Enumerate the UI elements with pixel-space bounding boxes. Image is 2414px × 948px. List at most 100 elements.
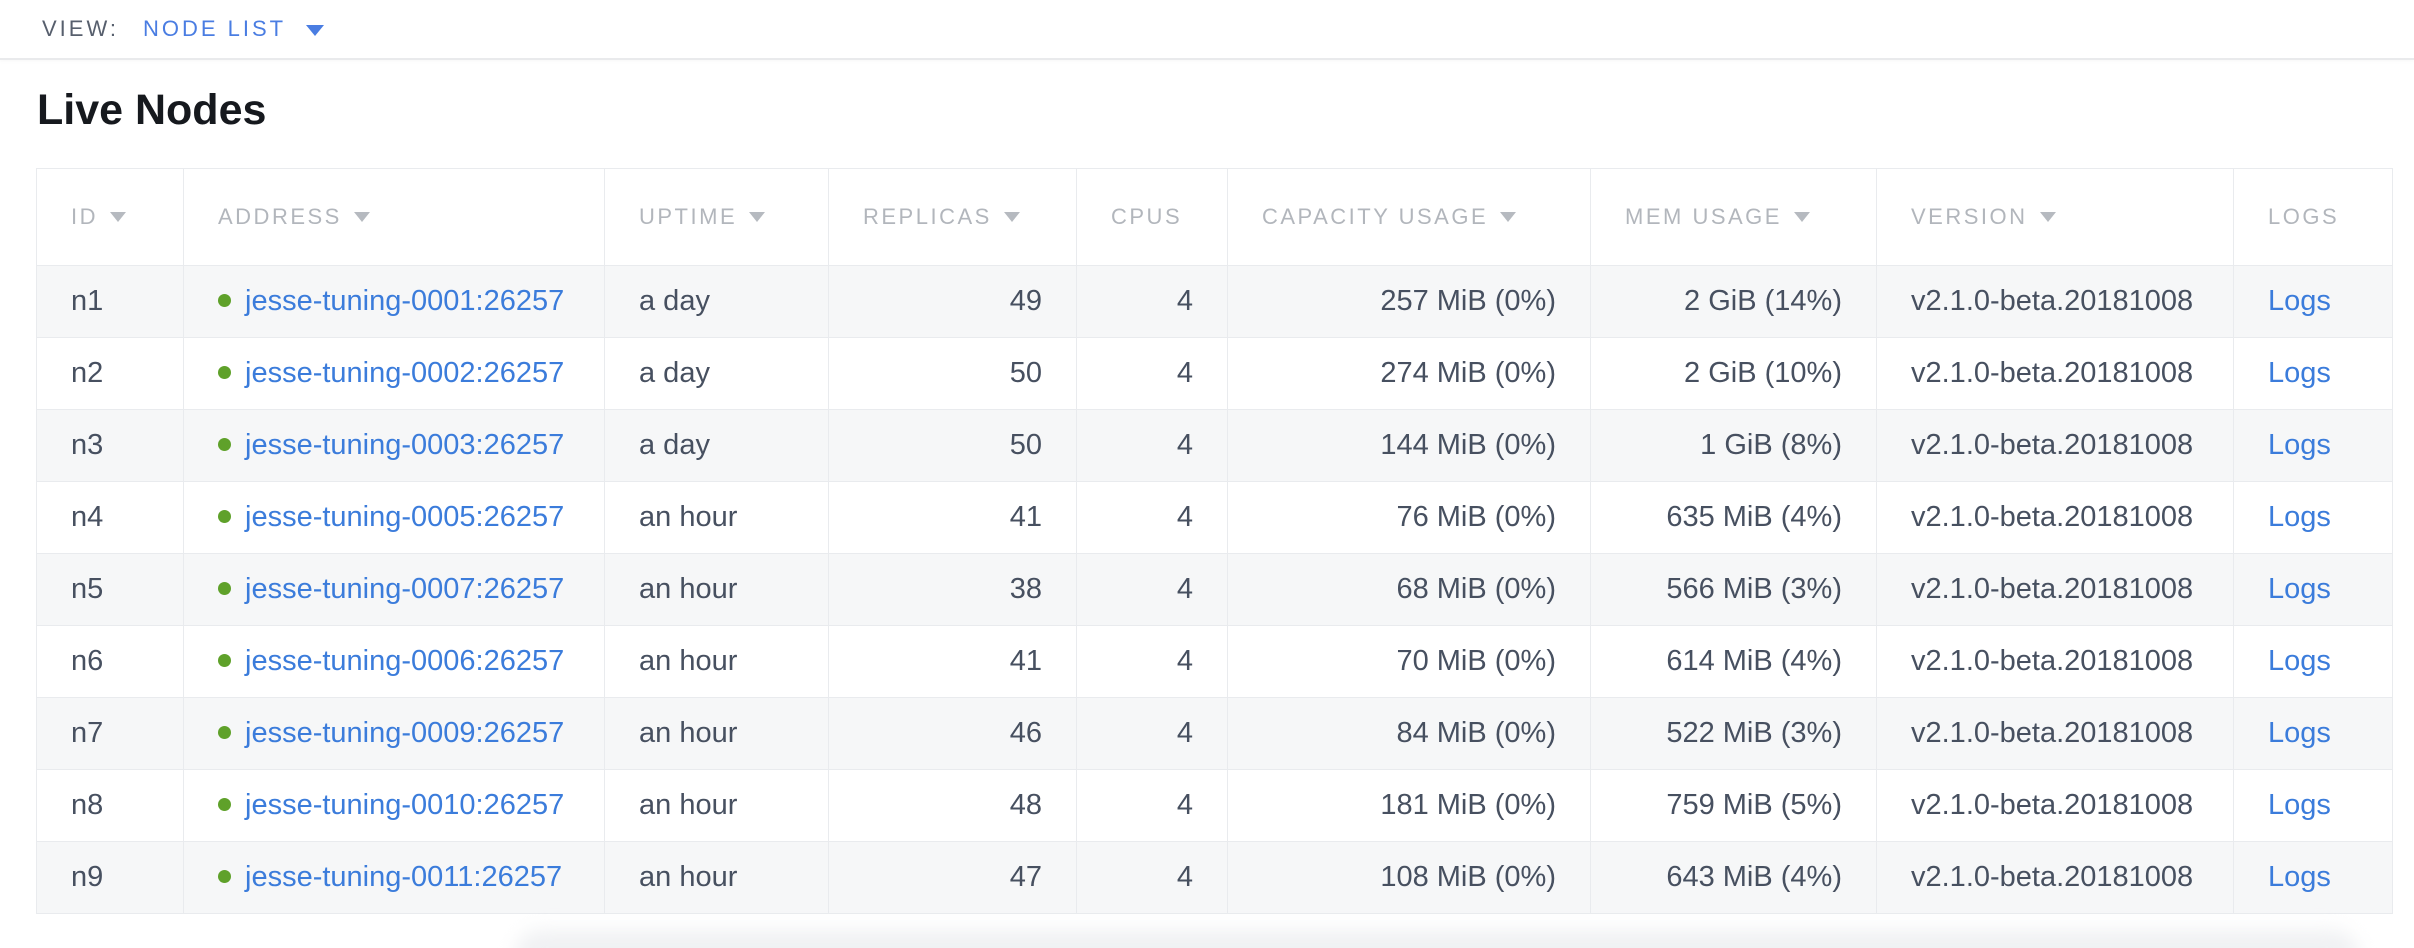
cell-uptime: an hour xyxy=(604,481,829,554)
node-health-icon xyxy=(218,726,231,739)
cell-logs: Logs xyxy=(2233,769,2393,842)
cell-replicas: 50 xyxy=(828,409,1077,482)
node-address-link[interactable]: jesse-tuning-0002:26257 xyxy=(245,357,565,389)
column-header-cpus: CPUS xyxy=(1076,168,1228,266)
cell-address: jesse-tuning-0007:26257 xyxy=(183,553,605,626)
cell-logs: Logs xyxy=(2233,625,2393,698)
node-row: n5 jesse-tuning-0007:26257 an hour 38 4 68 Mi… xyxy=(36,553,2393,626)
node-logs-link[interactable]: Logs xyxy=(2268,789,2331,821)
node-logs-link[interactable]: Logs xyxy=(2268,501,2331,533)
node-logs-link[interactable]: Logs xyxy=(2268,429,2331,461)
node-address-link[interactable]: jesse-tuning-0006:26257 xyxy=(245,645,565,677)
column-header-mem_usage[interactable]: MEM USAGE xyxy=(1590,168,1877,266)
column-header-label: VERSION xyxy=(1911,204,2028,229)
view-selector[interactable]: NODE LIST xyxy=(143,16,325,42)
sort-desc-icon xyxy=(1003,212,1020,222)
cell-version: v2.1.0-beta.20181008 xyxy=(1876,625,2234,698)
cell-mem_usage: 522 MiB (3%) xyxy=(1590,697,1877,770)
node-row: n1 jesse-tuning-0001:26257 a day 49 4 257 MiB… xyxy=(36,265,2393,338)
cell-mem_usage: 566 MiB (3%) xyxy=(1590,553,1877,626)
cell-mem_usage: 1 GiB (8%) xyxy=(1590,409,1877,482)
column-header-address[interactable]: ADDRESS xyxy=(183,168,605,266)
cell-address: jesse-tuning-0003:26257 xyxy=(183,409,605,482)
node-address-link[interactable]: jesse-tuning-0005:26257 xyxy=(245,501,565,533)
column-header-id[interactable]: ID xyxy=(36,168,184,266)
cell-replicas: 49 xyxy=(828,265,1077,338)
cell-mem_usage: 2 GiB (10%) xyxy=(1590,337,1877,410)
cell-address: jesse-tuning-0006:26257 xyxy=(183,625,605,698)
cell-replicas: 41 xyxy=(828,481,1077,554)
column-header-capacity_usage[interactable]: CAPACITY USAGE xyxy=(1227,168,1591,266)
cell-id: n3 xyxy=(36,409,184,482)
column-header-label: REPLICAS xyxy=(863,204,992,229)
cell-cpus: 4 xyxy=(1076,265,1228,338)
sort-desc-icon xyxy=(749,212,766,222)
node-address-link[interactable]: jesse-tuning-0010:26257 xyxy=(245,789,565,821)
node-row: n6 jesse-tuning-0006:26257 an hour 41 4 70 Mi… xyxy=(36,625,2393,698)
cell-address: jesse-tuning-0009:26257 xyxy=(183,697,605,770)
cell-logs: Logs xyxy=(2233,265,2393,338)
node-logs-link[interactable]: Logs xyxy=(2268,357,2331,389)
cell-address: jesse-tuning-0001:26257 xyxy=(183,265,605,338)
cell-uptime: a day xyxy=(604,337,829,410)
view-bar: VIEW: NODE LIST xyxy=(0,0,2414,60)
cell-cpus: 4 xyxy=(1076,769,1228,842)
cell-replicas: 47 xyxy=(828,841,1077,914)
cell-mem_usage: 635 MiB (4%) xyxy=(1590,481,1877,554)
cell-replicas: 41 xyxy=(828,625,1077,698)
cell-cpus: 4 xyxy=(1076,841,1228,914)
cell-address: jesse-tuning-0011:26257 xyxy=(183,841,605,914)
cell-cpus: 4 xyxy=(1076,481,1228,554)
node-address-link[interactable]: jesse-tuning-0011:26257 xyxy=(245,861,563,893)
cell-replicas: 46 xyxy=(828,697,1077,770)
column-header-replicas[interactable]: REPLICAS xyxy=(828,168,1077,266)
node-address-link[interactable]: jesse-tuning-0007:26257 xyxy=(245,573,565,605)
column-header-logs: LOGS xyxy=(2233,168,2393,266)
cell-cpus: 4 xyxy=(1076,697,1228,770)
cell-replicas: 48 xyxy=(828,769,1077,842)
cell-version: v2.1.0-beta.20181008 xyxy=(1876,265,2234,338)
cell-address: jesse-tuning-0002:26257 xyxy=(183,337,605,410)
column-header-uptime[interactable]: UPTIME xyxy=(604,168,829,266)
column-header-label: CPUS xyxy=(1111,204,1183,229)
cell-id: n1 xyxy=(36,265,184,338)
column-header-label: LOGS xyxy=(2268,204,2340,229)
table-header-row: ID ADDRESS UPTIME REPLICAS CPUS CAPACITY USAG… xyxy=(36,168,2393,266)
node-row: n8 jesse-tuning-0010:26257 an hour 48 4 181 M… xyxy=(36,769,2393,842)
cell-id: n2 xyxy=(36,337,184,410)
node-address-link[interactable]: jesse-tuning-0009:26257 xyxy=(245,717,565,749)
node-health-icon xyxy=(218,510,231,523)
node-row: n3 jesse-tuning-0003:26257 a day 50 4 144 MiB… xyxy=(36,409,2393,482)
cell-mem_usage: 614 MiB (4%) xyxy=(1590,625,1877,698)
column-header-version[interactable]: VERSION xyxy=(1876,168,2234,266)
cell-id: n9 xyxy=(36,841,184,914)
node-logs-link[interactable]: Logs xyxy=(2268,645,2331,677)
cell-capacity_usage: 274 MiB (0%) xyxy=(1227,337,1591,410)
cell-cpus: 4 xyxy=(1076,337,1228,410)
cell-uptime: an hour xyxy=(604,841,829,914)
column-header-label: MEM USAGE xyxy=(1625,204,1782,229)
node-logs-link[interactable]: Logs xyxy=(2268,717,2331,749)
cell-capacity_usage: 108 MiB (0%) xyxy=(1227,841,1591,914)
node-logs-link[interactable]: Logs xyxy=(2268,573,2331,605)
node-health-icon xyxy=(218,438,231,451)
cell-version: v2.1.0-beta.20181008 xyxy=(1876,409,2234,482)
cell-address: jesse-tuning-0010:26257 xyxy=(183,769,605,842)
cell-cpus: 4 xyxy=(1076,553,1228,626)
cell-id: n6 xyxy=(36,625,184,698)
cell-capacity_usage: 68 MiB (0%) xyxy=(1227,553,1591,626)
node-health-icon xyxy=(218,654,231,667)
node-logs-link[interactable]: Logs xyxy=(2268,285,2331,317)
cell-mem_usage: 643 MiB (4%) xyxy=(1590,841,1877,914)
node-address-link[interactable]: jesse-tuning-0001:26257 xyxy=(245,285,565,317)
column-header-label: CAPACITY USAGE xyxy=(1262,204,1489,229)
cell-logs: Logs xyxy=(2233,841,2393,914)
table-body: n1 jesse-tuning-0001:26257 a day 49 4 257 MiB… xyxy=(36,265,2393,914)
cell-capacity_usage: 144 MiB (0%) xyxy=(1227,409,1591,482)
cell-uptime: an hour xyxy=(604,625,829,698)
node-health-icon xyxy=(218,798,231,811)
node-logs-link[interactable]: Logs xyxy=(2268,861,2331,893)
column-header-label: ID xyxy=(71,204,98,229)
sort-desc-icon xyxy=(2039,212,2056,222)
node-address-link[interactable]: jesse-tuning-0003:26257 xyxy=(245,429,565,461)
